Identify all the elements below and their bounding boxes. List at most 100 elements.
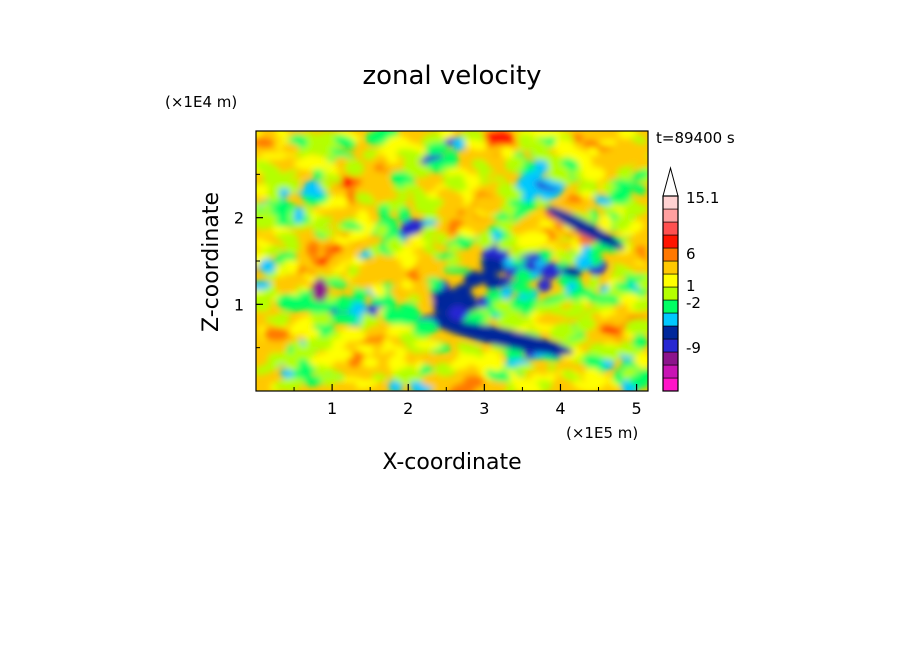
field-patch — [577, 154, 593, 171]
colorbar-level — [662, 364, 679, 379]
field-patch — [405, 282, 432, 295]
field-patch — [413, 319, 438, 337]
field-patch — [618, 131, 637, 139]
field-patch — [563, 336, 592, 347]
field-patch — [351, 273, 376, 289]
colorbar: 15.1 6 1-2 -9 — [662, 166, 719, 392]
field-patch — [557, 330, 580, 341]
colorbar-level — [662, 325, 679, 340]
field-patch — [580, 189, 594, 199]
field-patch — [570, 299, 585, 314]
field-patch — [539, 177, 567, 190]
field-patch — [479, 144, 506, 157]
field-patch — [256, 136, 274, 148]
field-patch — [326, 195, 338, 205]
field-patch — [375, 153, 386, 164]
field-patch — [389, 286, 412, 298]
field-patch — [583, 306, 603, 316]
field-patch — [436, 187, 465, 207]
field-patch — [309, 357, 326, 366]
field-patch — [256, 146, 279, 154]
field-patch — [341, 222, 364, 231]
field-patch — [277, 188, 291, 198]
field-patch — [477, 231, 494, 249]
field-patch — [539, 294, 567, 305]
field-patch — [424, 142, 448, 156]
field-patch — [356, 209, 370, 227]
colorbar-level — [662, 221, 679, 236]
field-patch — [407, 241, 428, 250]
field-patch — [464, 366, 481, 377]
field-patch — [333, 134, 357, 149]
field-patch — [293, 158, 324, 171]
field-patch — [569, 287, 597, 304]
colorbar-label: 6 — [686, 245, 696, 263]
field-patch — [280, 143, 301, 155]
field-patch — [448, 305, 468, 321]
field-patch — [613, 282, 636, 294]
colorbar-level — [662, 312, 679, 327]
field-patch — [296, 293, 312, 306]
field-patch — [312, 278, 328, 302]
field-patch — [615, 138, 630, 152]
field-patch — [416, 267, 439, 279]
field-patch — [518, 169, 545, 183]
field-patch — [358, 313, 378, 326]
field-patch — [463, 270, 485, 287]
field-patch — [599, 204, 621, 215]
field-patch — [485, 368, 511, 382]
field-patch — [322, 244, 333, 253]
field-patch — [420, 373, 445, 387]
field-patch — [353, 286, 367, 304]
field-patch — [575, 254, 592, 271]
field-patch — [433, 312, 448, 322]
y-axis-unit: (×1E4 m) — [165, 93, 237, 111]
field-patch — [259, 258, 276, 274]
field-patch — [519, 138, 531, 151]
field-patch — [291, 340, 303, 352]
field-patch — [396, 193, 411, 201]
field-patch — [583, 367, 601, 384]
field-patch — [443, 175, 468, 192]
field-patch — [474, 195, 501, 215]
field-patch — [449, 243, 460, 254]
field-patch — [265, 315, 277, 324]
field-patch — [364, 324, 389, 338]
field-patch — [348, 265, 360, 278]
field-patch — [398, 308, 421, 326]
x-tick-label: 1 — [327, 399, 337, 418]
field-patch — [496, 182, 519, 200]
time-label: t=89400 s — [656, 129, 735, 147]
field-patch — [504, 155, 525, 173]
field-patch — [453, 283, 472, 300]
field-patch — [284, 259, 299, 274]
field-patch — [516, 231, 544, 249]
field-patch — [510, 282, 534, 296]
field-patch — [625, 318, 648, 335]
field-patch — [334, 195, 348, 209]
field-patch — [315, 148, 336, 159]
field-patch — [513, 363, 532, 372]
field-patch — [315, 364, 327, 378]
field-patch — [501, 145, 515, 160]
field-patch — [510, 297, 526, 311]
colorbar-label: 1 — [686, 277, 696, 295]
field-patch — [616, 303, 629, 318]
field-patch — [617, 346, 638, 357]
field-patch — [345, 225, 374, 243]
field-patch — [310, 310, 331, 326]
x-tick-label: 5 — [631, 399, 641, 418]
field-patch — [308, 216, 333, 230]
field-patch — [583, 139, 600, 150]
field-patch — [610, 179, 639, 189]
field-patch — [630, 170, 648, 182]
field-patch — [441, 266, 470, 274]
field-patch — [381, 163, 409, 172]
field-patch — [633, 154, 648, 168]
field-patch — [531, 131, 556, 138]
field-patch — [492, 301, 521, 315]
field-patch — [632, 334, 648, 349]
field-patch — [345, 188, 358, 204]
field-patch — [375, 224, 388, 236]
field-patch — [632, 299, 648, 312]
